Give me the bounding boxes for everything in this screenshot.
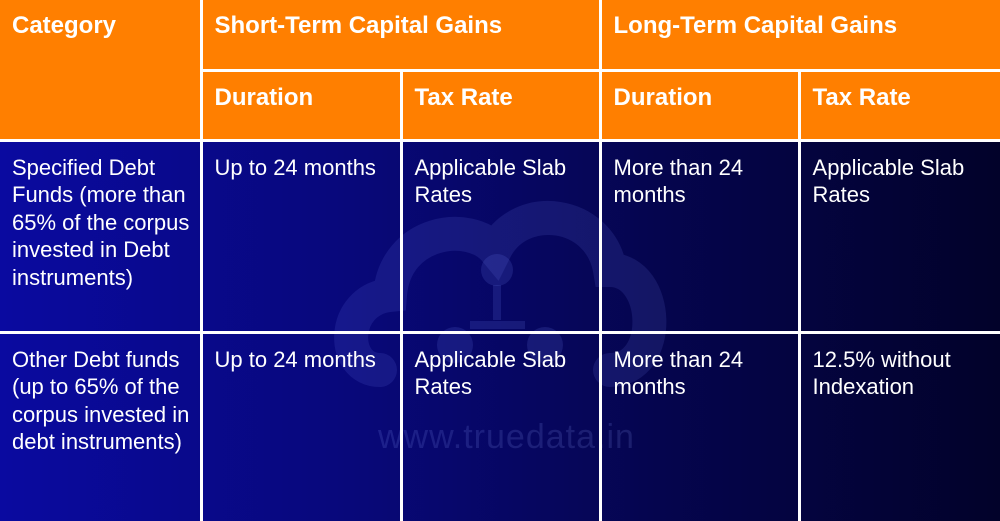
cell-lt-tax-rate: 12.5% without Indexation — [797, 330, 1000, 521]
header-long-term: Long-Term Capital Gains — [598, 0, 1000, 72]
header-category: Category — [0, 0, 203, 142]
table-row: Other Debt funds (up to 65% of the corpu… — [0, 330, 1000, 521]
cell-st-tax-rate: Applicable Slab Rates — [399, 330, 602, 521]
table-row: Specified Debt Funds (more than 65% of t… — [0, 138, 1000, 334]
cell-lt-tax-rate: Applicable Slab Rates — [797, 138, 1000, 334]
cell-category: Specified Debt Funds (more than 65% of t… — [0, 138, 203, 334]
cell-st-tax-rate: Applicable Slab Rates — [399, 138, 602, 334]
header-short-term: Short-Term Capital Gains — [199, 0, 602, 72]
header-lt-tax-rate: Tax Rate — [797, 68, 1000, 142]
cell-category: Other Debt funds (up to 65% of the corpu… — [0, 330, 203, 521]
header-st-tax-rate: Tax Rate — [399, 68, 602, 142]
header-row-2: Duration Tax Rate Duration Tax Rate — [0, 68, 1000, 142]
header-st-duration: Duration — [199, 68, 403, 142]
header-lt-duration: Duration — [598, 68, 801, 142]
cell-lt-duration: More than 24 months — [598, 330, 801, 521]
cell-lt-duration: More than 24 months — [598, 138, 801, 334]
cell-st-duration: Up to 24 months — [199, 330, 403, 521]
cell-st-duration: Up to 24 months — [199, 138, 403, 334]
header-row-1: Category Short-Term Capital Gains Long-T… — [0, 0, 1000, 142]
